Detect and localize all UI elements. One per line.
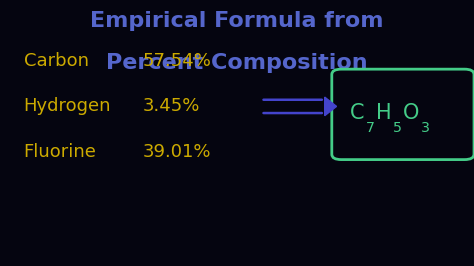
Text: C: C — [350, 103, 365, 123]
Text: 3.45%: 3.45% — [142, 97, 200, 115]
Polygon shape — [325, 97, 337, 116]
Text: 7: 7 — [365, 121, 374, 135]
Text: O: O — [403, 103, 420, 123]
Text: Percent Composition: Percent Composition — [106, 53, 368, 73]
Text: 57.54%: 57.54% — [142, 52, 211, 70]
Text: 39.01%: 39.01% — [142, 143, 211, 161]
Text: H: H — [376, 103, 392, 123]
Text: Fluorine: Fluorine — [24, 143, 97, 161]
Text: Hydrogen: Hydrogen — [24, 97, 111, 115]
Text: 3: 3 — [420, 121, 429, 135]
Text: 5: 5 — [393, 121, 402, 135]
Text: Carbon: Carbon — [24, 52, 89, 70]
Text: Empirical Formula from: Empirical Formula from — [90, 11, 384, 31]
